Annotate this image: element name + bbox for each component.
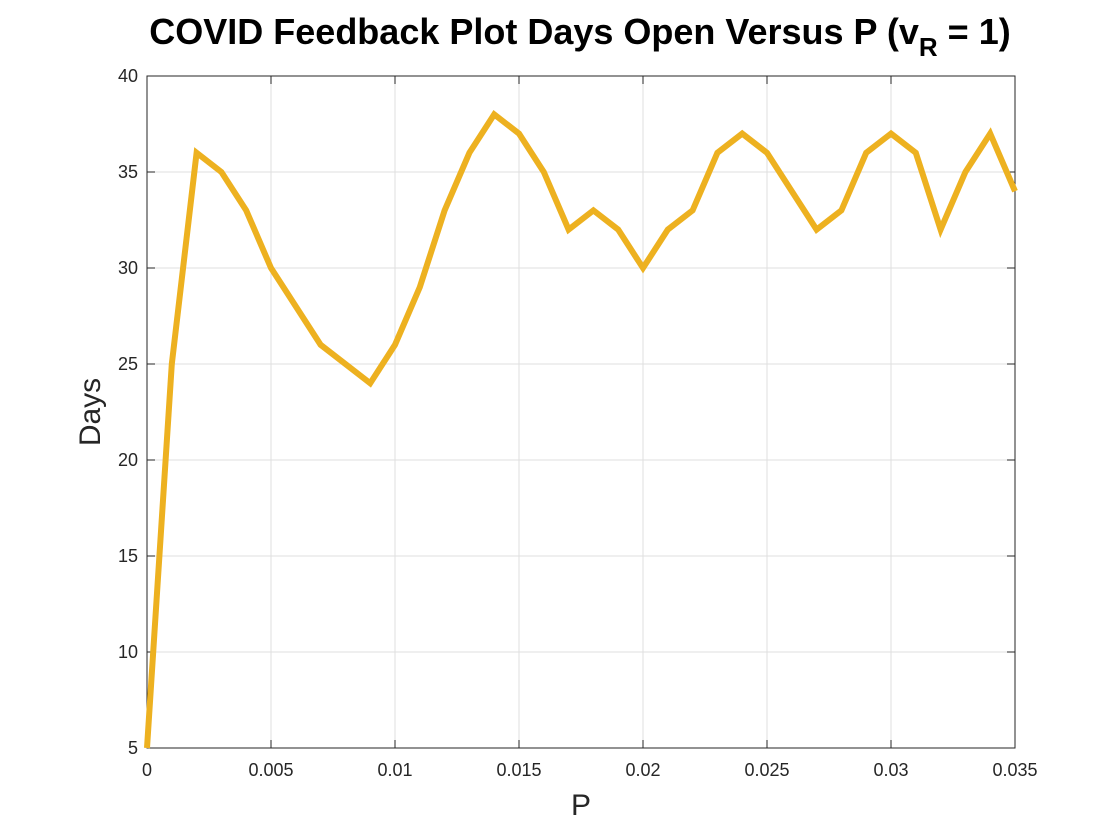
x-tick-labels: 0 0.005 0.01 0.015 0.02 0.025 0.03 0.035 [142,760,1038,780]
y-tick-label: 25 [118,354,138,374]
y-tick-label: 5 [128,738,138,758]
tick-marks [146,75,1016,749]
series-line [144,110,1018,749]
x-tick-label: 0.02 [625,760,660,780]
chart-title-main: COVID Feedback Plot Days Open Versus P (… [149,11,919,52]
x-tick-label: 0.015 [496,760,541,780]
x-axis-label: P [571,789,591,822]
y-tick-label: 15 [118,546,138,566]
y-tick-label: 40 [118,66,138,86]
grid [146,75,1016,749]
x-tick-label: 0.01 [377,760,412,780]
y-tick-label: 20 [118,450,138,470]
y-tick-labels: 5 10 15 20 25 30 35 40 [118,66,138,758]
x-tick-label: 0 [142,760,152,780]
chart-title-subscript: R [919,32,938,62]
y-tick-label: 10 [118,642,138,662]
chart-title-tail: = 1) [938,11,1011,52]
series-group [144,110,1018,749]
y-axis-label: Days [74,378,107,446]
chart-title: COVID Feedback Plot Days Open Versus P (… [149,11,1010,62]
plot-frame [146,75,1016,749]
x-tick-label: 0.025 [744,760,789,780]
x-tick-label: 0.005 [248,760,293,780]
y-tick-label: 35 [118,162,138,182]
x-tick-label: 0.03 [873,760,908,780]
y-tick-label: 30 [118,258,138,278]
x-tick-label: 0.035 [992,760,1037,780]
